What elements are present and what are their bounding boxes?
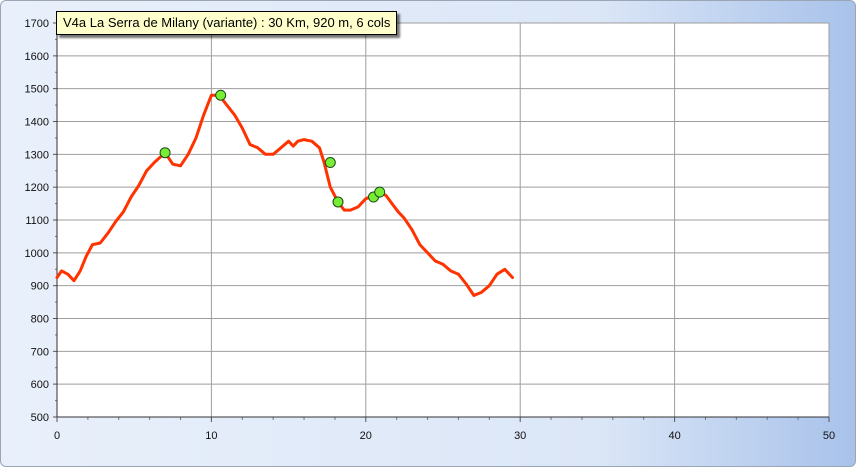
y-tick-label: 1400 <box>25 117 49 129</box>
y-tick-label: 1200 <box>25 182 49 194</box>
grid-lines <box>57 22 830 418</box>
y-tick-label: 600 <box>31 379 49 391</box>
y-tick-label: 1100 <box>25 215 49 227</box>
x-tick-label: 40 <box>668 430 680 442</box>
y-tick-label: 1500 <box>25 84 49 96</box>
y-tick-label: 1600 <box>25 51 49 63</box>
col-marker <box>159 147 171 159</box>
series-layer <box>55 93 514 297</box>
x-tick-label: 50 <box>823 430 835 442</box>
y-tick-label: 500 <box>31 412 49 424</box>
col-marker <box>332 196 344 208</box>
x-tick-label: 10 <box>205 430 217 442</box>
x-tick-label: 0 <box>54 430 60 442</box>
col-marker <box>215 89 227 101</box>
x-tick-label: 20 <box>360 430 372 442</box>
col-marker <box>324 157 336 169</box>
elevation-line <box>55 93 514 297</box>
y-tick-label: 1700 <box>25 18 49 30</box>
y-tick-label: 700 <box>31 346 49 358</box>
tick-labels: 5006007008009001000110012001300140015001… <box>25 18 836 442</box>
y-tick-label: 1000 <box>25 248 49 260</box>
y-tick-label: 1300 <box>25 149 49 161</box>
x-tick-label: 30 <box>514 430 526 442</box>
y-tick-label: 900 <box>31 281 49 293</box>
marker-layer <box>159 89 386 208</box>
col-marker <box>374 186 386 198</box>
chart-title: V4a La Serra de Milany (variante) : 30 K… <box>56 11 398 35</box>
axes <box>53 22 830 422</box>
y-tick-label: 800 <box>31 314 49 326</box>
